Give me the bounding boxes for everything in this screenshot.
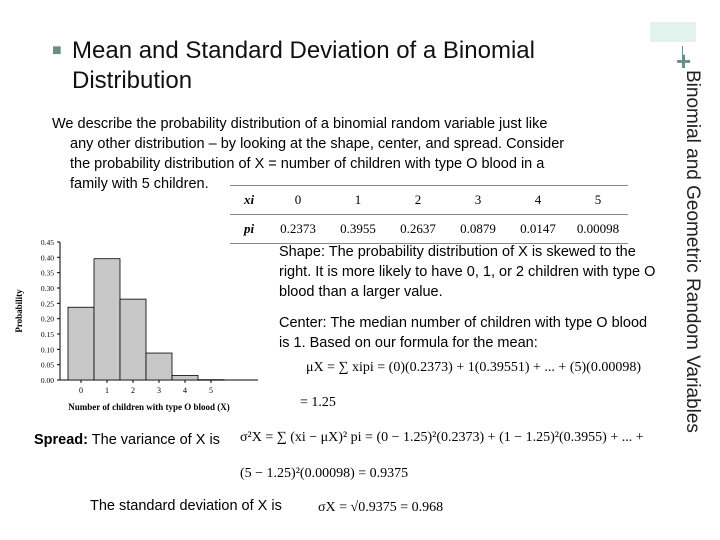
y-tick-label: 0.00 xyxy=(41,376,54,385)
table-cell: 4 xyxy=(508,185,568,215)
shape-heading: Shape xyxy=(279,244,321,260)
table-cell: 0.00098 xyxy=(568,214,628,244)
table-cell: 3 xyxy=(448,185,508,215)
table-cell: 1 xyxy=(328,185,388,215)
x-tick-label: 1 xyxy=(105,386,109,395)
shape-text: : The probability distribution of X is s… xyxy=(279,244,656,300)
center-heading: Center xyxy=(279,315,323,331)
probability-histogram: 0.00 0.05 0.10 0.15 0.20 0.25 0.30 0.35 0.40 0.45… xyxy=(14,238,258,412)
intro-line: family with 5 children. xyxy=(70,176,209,192)
y-tick-label: 0.45 xyxy=(41,238,54,247)
center-paragraph: Center: The median number of children wi… xyxy=(279,313,659,353)
sd-label: The standard deviation of X is xyxy=(90,498,282,514)
table-cell: 0.3955 xyxy=(328,214,388,244)
y-axis-label: Probability xyxy=(14,289,24,333)
variance-result: (5 − 1.25)²(0.00098) = 0.9375 xyxy=(240,466,409,481)
table-header-p: pi xyxy=(230,214,268,244)
table-row-x: xi 0 1 2 3 4 5 xyxy=(230,185,628,215)
table-cell: 0.2637 xyxy=(388,214,448,244)
histogram-bar xyxy=(119,298,147,381)
table-cell: 0.2373 xyxy=(268,214,328,244)
spread-label: Spread: The variance of X is xyxy=(34,432,220,448)
histogram-bar xyxy=(93,258,121,381)
intro-line: the probability distribution of X = numb… xyxy=(70,156,545,172)
intro-paragraph: We describe the probability distribution… xyxy=(52,114,632,194)
y-tick-label: 0.05 xyxy=(41,361,54,370)
table-row-p: pi 0.2373 0.3955 0.2637 0.0879 0.0147 0.… xyxy=(230,214,628,244)
histogram-bar xyxy=(67,306,95,381)
mean-equation: μX = ∑ xipi = (0)(0.2373) + 1(0.39551) +… xyxy=(306,360,641,375)
plus-sign: + xyxy=(676,46,692,76)
y-tick-label: 0.40 xyxy=(41,253,54,262)
intro-line: any other distribution – by looking at t… xyxy=(70,136,565,152)
table-cell: 5 xyxy=(568,185,628,215)
spread-heading: Spread: xyxy=(34,432,88,448)
y-tick-label: 0.20 xyxy=(41,315,54,324)
accent-box xyxy=(650,22,696,42)
center-text: : The median number of children with typ… xyxy=(279,315,648,351)
table-cell: 0.0879 xyxy=(448,214,508,244)
accent-line xyxy=(682,46,683,68)
y-tick-label: 0.30 xyxy=(41,284,54,293)
histogram-bar xyxy=(171,375,199,381)
slide-title: Mean and Standard Deviation of a Binomia… xyxy=(72,36,535,96)
y-tick-label: 0.15 xyxy=(41,330,54,339)
sd-equation: σX = √0.9375 = 0.968 xyxy=(318,500,444,515)
spread-text: The variance of X is xyxy=(88,432,220,448)
x-axis-label: Number of children with type O blood (X) xyxy=(68,402,229,412)
table-cell: 0 xyxy=(268,185,328,215)
title-line-1: Mean and Standard Deviation of a Binomia… xyxy=(72,37,535,64)
y-tick-label: 0.25 xyxy=(41,299,54,308)
intro-line: We describe the probability distribution… xyxy=(52,116,548,132)
mean-result: = 1.25 xyxy=(300,395,336,410)
y-tick-label: 0.10 xyxy=(41,345,54,354)
x-tick-label: 3 xyxy=(157,386,161,395)
x-tick-label: 0 xyxy=(79,386,83,395)
y-tick-label: 0.35 xyxy=(41,269,54,278)
side-title: Binomial and Geometric Random Variables xyxy=(682,70,703,433)
histogram-bar xyxy=(145,352,173,381)
table-cell: 2 xyxy=(388,185,448,215)
x-tick-label: 4 xyxy=(183,386,187,395)
table-header-x: xi xyxy=(230,185,268,215)
title-line-2: Distribution xyxy=(72,67,193,94)
variance-equation: σ²X = ∑ (xi − μX)² pi = (0 − 1.25)²(0.23… xyxy=(240,430,644,445)
x-tick-label: 5 xyxy=(209,386,213,395)
histogram-bar xyxy=(197,379,225,381)
table-cell: 0.0147 xyxy=(508,214,568,244)
shape-paragraph: Shape: The probability distribution of X… xyxy=(279,242,659,302)
distribution-table: xi 0 1 2 3 4 5 pi 0.2373 0.3955 0.2637 0… xyxy=(230,185,628,244)
square-bullet-icon: ■ xyxy=(52,42,62,59)
x-tick-label: 2 xyxy=(131,386,135,395)
